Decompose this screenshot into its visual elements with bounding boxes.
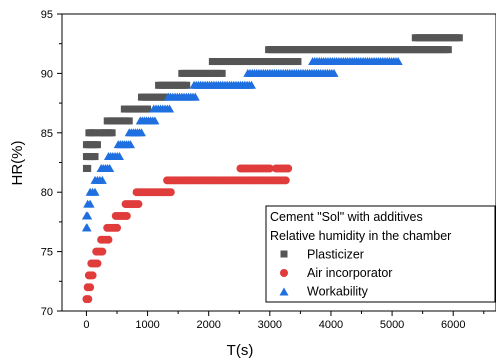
x-tick-label: 4000 xyxy=(319,319,343,331)
series-plasticizer xyxy=(82,34,463,172)
data-point xyxy=(83,211,93,220)
legend-title-line-2: Relative humidity in the chamber xyxy=(270,229,451,243)
data-point xyxy=(281,176,290,185)
legend-title-line-1: Cement "Sol" with additives xyxy=(270,210,423,224)
data-point xyxy=(98,247,107,256)
axes-layer: 0 1000 2000 3000 4000 5000 6000 70 75 80 85 90 95 xyxy=(41,9,485,331)
data-point xyxy=(455,34,463,42)
data-point xyxy=(134,200,143,209)
data-point xyxy=(125,117,133,125)
data-point xyxy=(165,104,175,113)
legend-marker-workability xyxy=(279,287,289,296)
data-point xyxy=(329,68,339,77)
series-workability xyxy=(81,57,403,232)
data-point xyxy=(246,80,256,89)
x-axis-title: T(s) xyxy=(227,342,254,359)
legend-marker-air-incorporator xyxy=(280,269,288,277)
x-tick-label: 5000 xyxy=(380,319,404,331)
data-point xyxy=(93,259,102,268)
x-tick-label: 6000 xyxy=(441,319,465,331)
data-point xyxy=(166,188,175,197)
data-point xyxy=(84,164,92,172)
data-point xyxy=(183,81,191,89)
y-tick-label: 80 xyxy=(41,187,53,199)
data-point xyxy=(86,283,95,292)
data-point xyxy=(114,152,124,161)
data-point xyxy=(91,153,99,161)
series-air-incorporator xyxy=(82,164,293,304)
x-tick-label: 1000 xyxy=(135,319,159,331)
data-point xyxy=(190,92,200,101)
data-point xyxy=(294,58,302,66)
data-point xyxy=(122,211,131,220)
data-point xyxy=(218,69,226,77)
data-point xyxy=(93,141,101,149)
data-point xyxy=(125,140,135,149)
data-point xyxy=(84,295,93,304)
data-point xyxy=(97,175,107,184)
series-layer xyxy=(81,34,463,304)
y-tick-label: 95 xyxy=(41,9,53,21)
data-point xyxy=(82,223,92,232)
y-tick-label: 70 xyxy=(41,306,53,318)
data-point xyxy=(105,163,115,172)
data-point xyxy=(108,129,116,137)
data-point xyxy=(144,105,152,113)
y-tick-label: 90 xyxy=(41,68,53,80)
x-tick-label: 2000 xyxy=(196,319,220,331)
data-point xyxy=(444,46,452,54)
data-point xyxy=(113,223,122,232)
y-axis-title: HR(%) xyxy=(9,141,26,186)
data-point xyxy=(90,187,100,196)
data-point xyxy=(104,235,113,244)
legend-label-air-incorporator: Air incorporator xyxy=(307,266,392,280)
x-tick-label: 3000 xyxy=(258,319,282,331)
data-point xyxy=(91,129,99,137)
legend-label-plasticizer: Plasticizer xyxy=(307,248,364,262)
data-point xyxy=(265,164,274,173)
legend-label-workability: Workability xyxy=(307,285,369,299)
legend-box xyxy=(265,205,496,303)
y-tick-label: 85 xyxy=(41,128,53,140)
data-point xyxy=(136,128,146,137)
legend-marker-plasticizer xyxy=(280,250,288,258)
legend: Cement "Sol" with additives Relative hum… xyxy=(265,205,496,303)
y-tick-label: 75 xyxy=(41,247,53,259)
x-tick-label: 0 xyxy=(83,319,89,331)
data-point xyxy=(150,116,160,125)
data-point xyxy=(393,57,403,66)
data-point xyxy=(85,199,95,208)
data-point xyxy=(284,164,293,173)
data-point xyxy=(88,271,97,280)
